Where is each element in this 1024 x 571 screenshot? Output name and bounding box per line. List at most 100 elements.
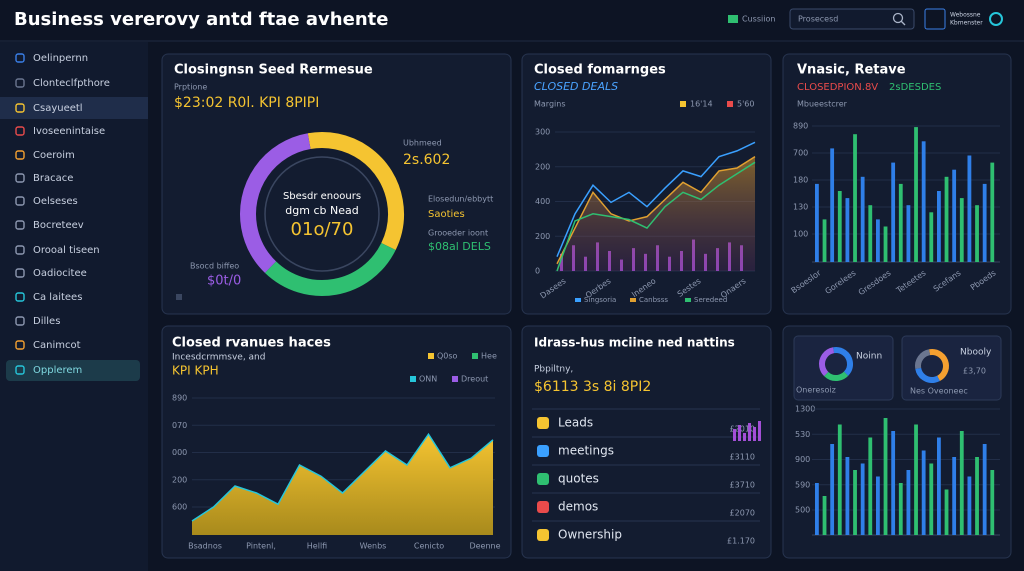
item-value: £3710 bbox=[730, 481, 755, 490]
kpi: KPI KPH bbox=[172, 364, 219, 378]
x-tick-label: Cenicto bbox=[414, 542, 444, 551]
y-tick-label: 530 bbox=[795, 430, 810, 439]
y-tick-label: 070 bbox=[172, 421, 187, 430]
sidebar-icon bbox=[15, 126, 25, 136]
bar bbox=[898, 183, 903, 262]
bar bbox=[937, 191, 941, 262]
line bbox=[556, 161, 756, 272]
sidebar-icon bbox=[15, 268, 25, 278]
panel bbox=[521, 325, 772, 559]
bar bbox=[975, 205, 979, 262]
bar bbox=[822, 219, 827, 262]
bar bbox=[883, 418, 888, 535]
mini-bar bbox=[738, 425, 741, 441]
annotation: Elosedun/ebbytt bbox=[428, 195, 493, 204]
sidebar-item[interactable]: Bocreteev bbox=[33, 220, 84, 231]
panel-title: Vnasic, Retave bbox=[797, 63, 906, 78]
donut-segment bbox=[819, 347, 853, 382]
sidebar-item[interactable]: Coeroim bbox=[33, 150, 75, 161]
mini-label: Noinn bbox=[856, 352, 882, 362]
item-icon bbox=[537, 445, 549, 457]
note: Mbueestcrer bbox=[797, 100, 848, 109]
search-placeholder: Prosecesd bbox=[798, 15, 838, 24]
legend-label: 16'14 bbox=[690, 100, 713, 109]
bar bbox=[990, 162, 995, 262]
bar bbox=[845, 198, 850, 262]
sidebar-item[interactable]: Canimcot bbox=[33, 340, 81, 351]
y-tick-label: 600 bbox=[172, 503, 187, 512]
legend-label: ONN bbox=[419, 375, 437, 384]
y-tick-label: 200 bbox=[535, 232, 550, 241]
line bbox=[556, 141, 756, 257]
sidebar-item[interactable]: Ivoseenintaise bbox=[33, 126, 105, 137]
bar bbox=[990, 470, 995, 535]
bar bbox=[906, 205, 911, 262]
sidebar-item[interactable]: Dilles bbox=[33, 316, 60, 327]
sidebar-icon bbox=[15, 316, 25, 326]
bar bbox=[944, 176, 949, 262]
item-label: meetings bbox=[558, 444, 614, 458]
area bbox=[557, 156, 755, 271]
item-icon bbox=[537, 473, 549, 485]
item-icon bbox=[537, 529, 549, 541]
y-tick-label: 200 bbox=[172, 475, 187, 484]
search-box[interactable] bbox=[789, 8, 915, 30]
panel-title: Idrass-hus mciine ned nattins bbox=[534, 336, 735, 350]
legend-label: Dreout bbox=[461, 375, 488, 384]
annotation-value: Saoties bbox=[428, 209, 465, 220]
legend-label: Q0so bbox=[437, 352, 458, 361]
donut-center-label: dgm cb Nead bbox=[285, 204, 358, 217]
sidebar-item[interactable]: Clonteclfpthore bbox=[33, 78, 110, 89]
sidebar-item[interactable]: Ca laitees bbox=[33, 292, 82, 303]
item-value: £2010 bbox=[730, 425, 755, 434]
panel-subtitle: 2sDESDES bbox=[889, 82, 941, 93]
item-value: £1.170 bbox=[727, 537, 755, 546]
bar bbox=[868, 437, 873, 535]
x-tick-label: Wenbs bbox=[360, 542, 387, 551]
profile-icon[interactable] bbox=[989, 12, 1003, 26]
bar bbox=[868, 205, 873, 262]
sidebar-icon bbox=[15, 78, 25, 88]
sidebar-item[interactable]: Opplerem bbox=[33, 365, 82, 376]
bar bbox=[914, 127, 918, 262]
bar bbox=[944, 489, 949, 535]
sidebar-item[interactable]: Oadiocitee bbox=[33, 268, 87, 279]
bar bbox=[883, 226, 888, 262]
y-tick-label: 300 bbox=[535, 128, 550, 137]
item-label: Leads bbox=[558, 416, 593, 430]
bar bbox=[921, 141, 926, 262]
sidebar-item[interactable]: Bracace bbox=[33, 173, 73, 184]
mini-bar bbox=[753, 427, 756, 441]
y-tick-label: 890 bbox=[172, 394, 187, 403]
bar bbox=[967, 155, 972, 262]
bar bbox=[815, 483, 819, 535]
sidebar-item[interactable]: Orooal tiseen bbox=[33, 245, 100, 256]
sidebar-item[interactable]: Oelseses bbox=[33, 196, 78, 207]
app-icon[interactable] bbox=[924, 8, 946, 30]
area bbox=[192, 434, 493, 535]
bar bbox=[959, 198, 964, 262]
search-icon[interactable] bbox=[892, 12, 904, 24]
x-tick-label: Pintenl, bbox=[246, 542, 276, 551]
sidebar-item[interactable]: Oelinpernn bbox=[33, 53, 88, 64]
bar bbox=[937, 437, 941, 535]
sidebar-highlight bbox=[6, 360, 140, 381]
bar bbox=[898, 483, 903, 535]
mini-bar bbox=[748, 423, 751, 441]
y-tick-label: 100 bbox=[793, 230, 808, 239]
bar bbox=[929, 463, 934, 535]
annotation: Ubhmeed bbox=[403, 139, 442, 148]
bar bbox=[914, 424, 918, 535]
sidebar-icon bbox=[15, 245, 25, 255]
bar bbox=[952, 457, 957, 535]
mini-bar bbox=[743, 433, 746, 441]
item-icon bbox=[537, 417, 549, 429]
x-tick-label: Deenne bbox=[469, 542, 500, 551]
sidebar-item[interactable]: Csayueetl bbox=[33, 103, 83, 114]
bar bbox=[837, 424, 842, 535]
bar bbox=[853, 134, 857, 262]
bar bbox=[860, 176, 865, 262]
sidebar-icon bbox=[15, 292, 25, 302]
bar bbox=[982, 183, 987, 262]
